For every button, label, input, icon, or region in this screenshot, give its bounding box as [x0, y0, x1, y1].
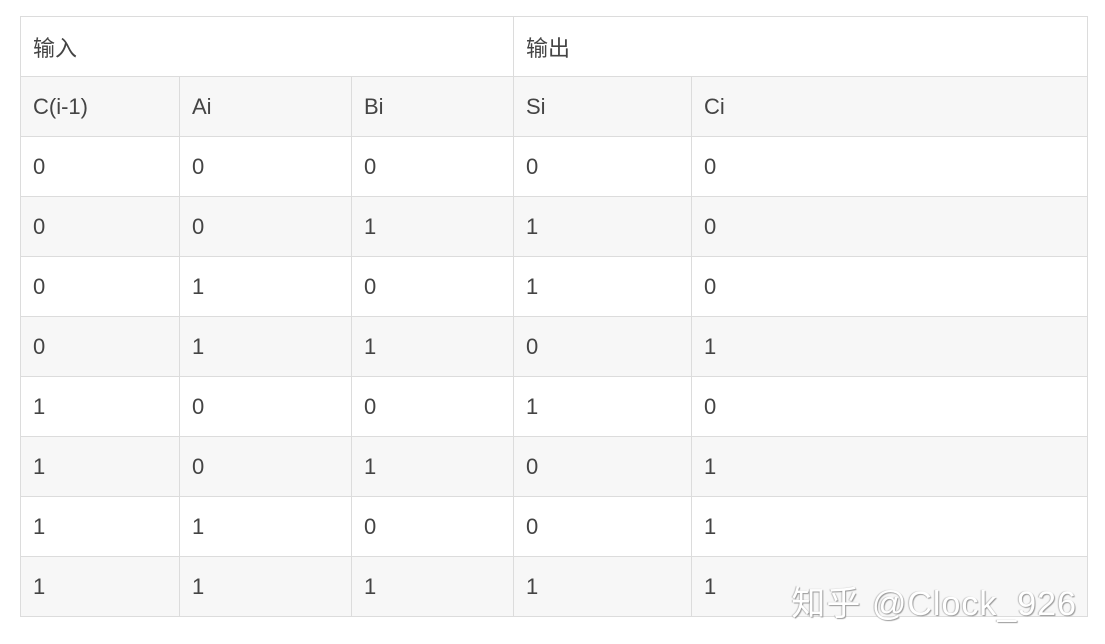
group-header-row: 输入 输出	[20, 16, 1088, 77]
table-cell: 0	[513, 136, 692, 197]
table-cell: 1	[351, 436, 514, 497]
table-cell: 0	[513, 316, 692, 377]
table-cell: 0	[513, 496, 692, 557]
table-cell: 1	[513, 256, 692, 317]
table-cell: 0	[351, 256, 514, 317]
table-cell: 1	[691, 496, 1088, 557]
table-cell: 1	[179, 256, 352, 317]
table-cell: 1	[351, 316, 514, 377]
table-cell: 0	[351, 136, 514, 197]
table-cell: 1	[179, 496, 352, 557]
table-cell: 0	[691, 136, 1088, 197]
table-cell: 0	[351, 376, 514, 437]
table-cell: 1	[351, 196, 514, 257]
table-cell: 0	[513, 436, 692, 497]
column-header: Ai	[179, 76, 352, 137]
table-cell: 0	[20, 196, 180, 257]
table-cell: 1	[20, 376, 180, 437]
table-cell: 0	[20, 136, 180, 197]
table-cell: 0	[20, 316, 180, 377]
table-cell: 1	[351, 556, 514, 617]
table-cell: 1	[20, 436, 180, 497]
table-cell: 1	[691, 316, 1088, 377]
column-header: C(i-1)	[20, 76, 180, 137]
group-header-output: 输出	[513, 16, 1088, 77]
table-cell: 0	[179, 136, 352, 197]
table-cell: 0	[691, 256, 1088, 317]
column-header: Bi	[351, 76, 514, 137]
table-cell: 1	[513, 196, 692, 257]
table-cell: 0	[179, 436, 352, 497]
table-cell: 0	[691, 196, 1088, 257]
table-cell: 1	[20, 496, 180, 557]
table-cell: 1	[179, 316, 352, 377]
table-cell: 1	[691, 556, 1088, 617]
table-cell: 1	[20, 556, 180, 617]
table-cell: 0	[179, 376, 352, 437]
table-cell: 1	[513, 376, 692, 437]
table-cell: 0	[179, 196, 352, 257]
table-cell: 0	[351, 496, 514, 557]
table-cell: 0	[20, 256, 180, 317]
table-cell: 1	[691, 436, 1088, 497]
column-header: Ci	[691, 76, 1088, 137]
table-cell: 1	[513, 556, 692, 617]
table-cell: 1	[179, 556, 352, 617]
group-header-input: 输入	[20, 16, 514, 77]
column-header-row: C(i-1) Ai Bi Si Ci	[20, 76, 1088, 137]
column-header: Si	[513, 76, 692, 137]
table-cell: 0	[691, 376, 1088, 437]
watermark: 知乎 @Clock_926	[791, 585, 1077, 623]
